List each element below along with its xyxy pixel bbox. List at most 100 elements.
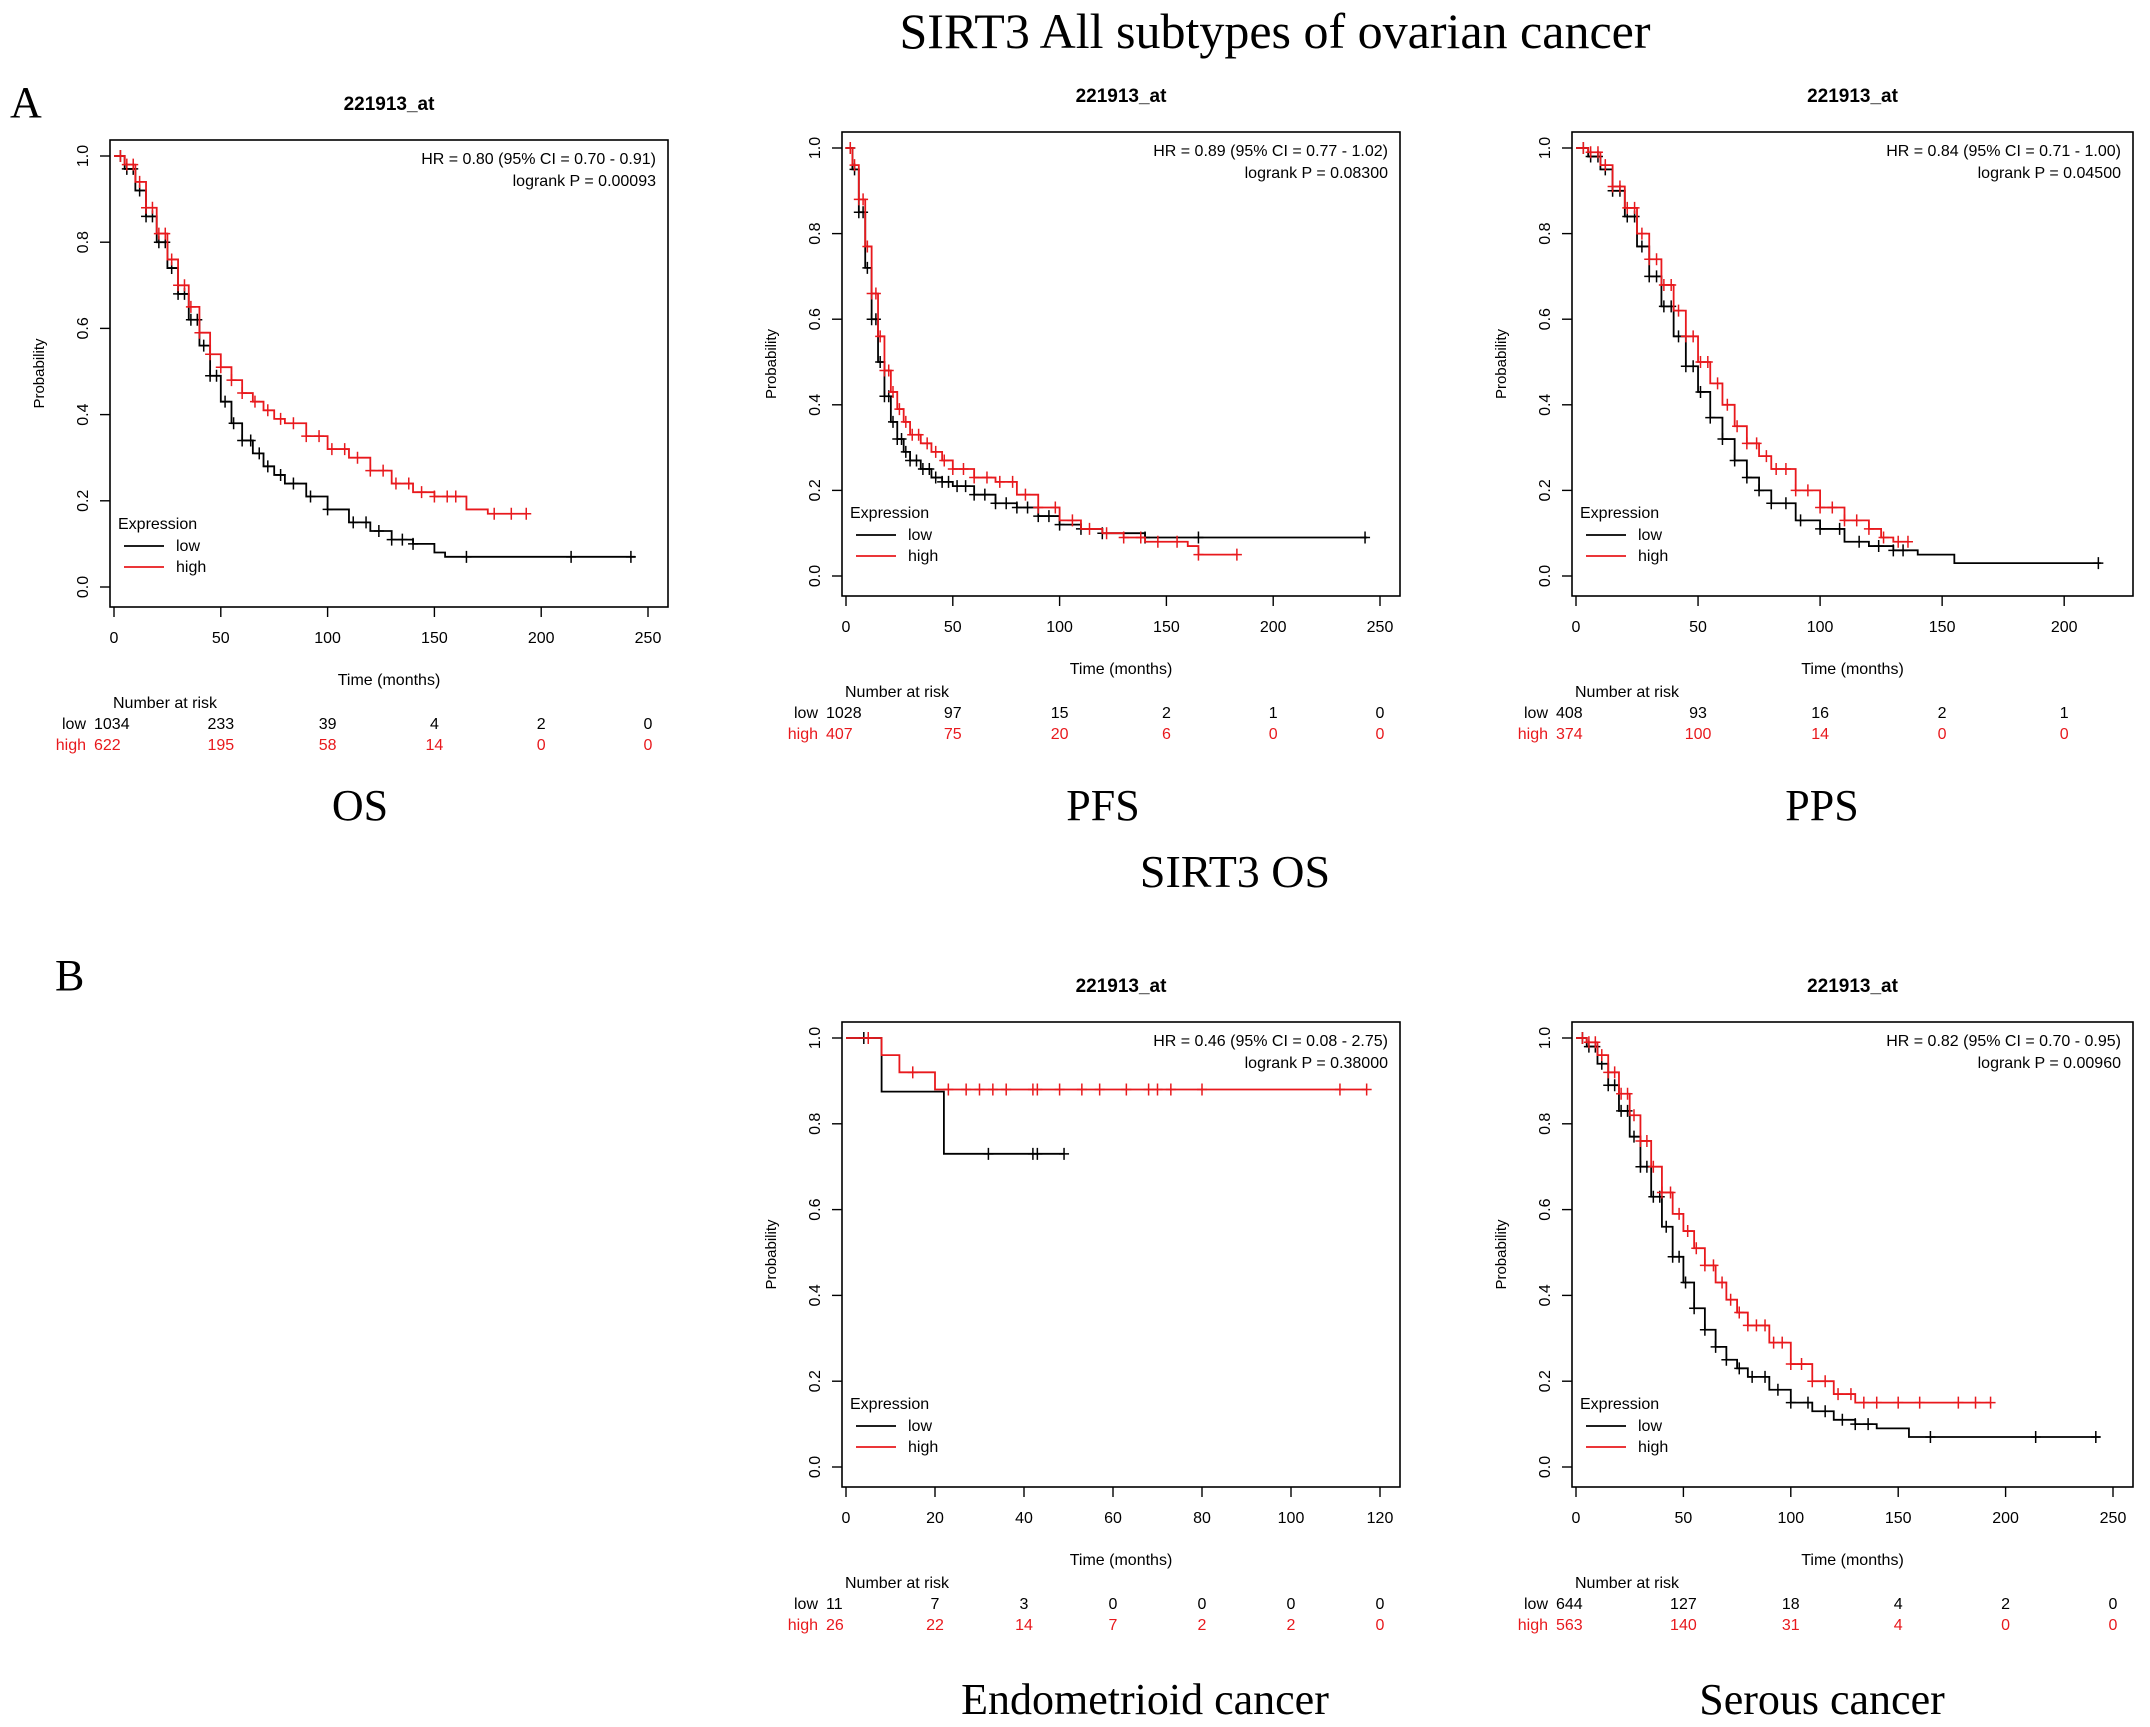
risk-count-low: 93 — [1689, 705, 1707, 722]
censor-mark-low — [1898, 544, 1909, 557]
legend-title: Expression — [1580, 505, 1659, 522]
censor-mark-low — [1629, 1130, 1639, 1143]
censor-mark-low — [1741, 471, 1752, 484]
censor-mark-low — [1022, 501, 1033, 514]
censor-mark-low — [397, 533, 408, 546]
censor-mark-high — [1076, 1083, 1087, 1096]
censor-mark-low — [1688, 360, 1699, 373]
risk-count-low: 233 — [207, 716, 234, 733]
censor-mark-low — [1729, 454, 1740, 467]
panel-label-b: B — [55, 951, 84, 1000]
censor-mark-high — [301, 430, 312, 443]
risk-row-label-high: high — [56, 737, 86, 754]
censor-mark-high — [1734, 1306, 1745, 1319]
y-tick-label: 0.0 — [1537, 565, 1554, 587]
y-tick-label: 0.6 — [807, 1198, 824, 1220]
censor-mark-high — [339, 443, 350, 456]
censor-mark-high — [521, 507, 532, 520]
censor-mark-low — [1780, 497, 1791, 510]
risk-table-title: Number at risk — [845, 1575, 950, 1592]
censor-mark-high — [128, 158, 139, 171]
plot-title: 221913_at — [1076, 86, 1168, 107]
censor-mark-high — [1771, 463, 1782, 475]
risk-count-low: 2 — [2001, 1596, 2010, 1613]
censor-mark-high — [262, 404, 273, 417]
censor-mark-high — [858, 193, 869, 206]
censor-mark-low — [211, 369, 222, 382]
y-tick-label: 0.0 — [75, 576, 92, 598]
censor-mark-high — [1761, 450, 1772, 463]
legend-label-low: low — [1638, 1418, 1662, 1435]
censor-mark-high — [981, 471, 992, 484]
censor-mark-high — [1827, 501, 1838, 514]
censor-mark-high — [1050, 501, 1061, 514]
x-tick-label: 200 — [1260, 619, 1287, 636]
x-tick-label: 0 — [1572, 619, 1581, 636]
censor-mark-low — [1834, 522, 1845, 535]
legend-label-high: high — [908, 548, 938, 565]
censor-mark-high — [907, 1066, 918, 1079]
logrank-annotation: logrank P = 0.00960 — [1978, 1055, 2121, 1072]
censor-mark-low — [408, 537, 419, 550]
censor-mark-low — [896, 433, 907, 446]
risk-row-label-high: high — [788, 726, 818, 743]
risk-count-low: 4 — [1894, 1596, 1903, 1613]
censor-mark-low — [1717, 433, 1728, 446]
censor-mark-high — [390, 477, 401, 490]
y-tick-label: 0.8 — [807, 1113, 824, 1135]
censor-mark-high — [1121, 1083, 1132, 1096]
censor-mark-low — [192, 313, 203, 326]
censor-mark-low — [1059, 1147, 1070, 1160]
plot-frame — [1571, 131, 2134, 597]
caption-serous: Serous cancer — [1699, 1675, 1945, 1724]
censor-mark-high — [1785, 1358, 1796, 1371]
censor-mark-high — [237, 387, 248, 400]
censor-mark-low — [887, 415, 898, 428]
censor-mark-high — [1871, 1396, 1882, 1409]
censor-mark-low — [1820, 1405, 1831, 1418]
censor-mark-high — [179, 279, 190, 292]
censor-mark-high — [1802, 484, 1813, 497]
censor-mark-low — [245, 434, 256, 447]
risk-count-low: 3 — [1020, 1596, 1029, 1613]
censor-mark-low — [924, 463, 935, 475]
censor-mark-high — [1751, 437, 1762, 450]
x-tick-label: 0 — [842, 619, 851, 636]
risk-row-label-low: low — [794, 1596, 818, 1613]
censor-mark-high — [352, 451, 363, 464]
censor-mark-low — [1609, 1079, 1620, 1092]
censor-mark-high — [930, 445, 941, 458]
censor-mark-low — [2090, 1430, 2101, 1443]
censor-mark-high — [288, 417, 299, 430]
risk-count-low: 0 — [2109, 1596, 2118, 1613]
censor-mark-high — [314, 430, 325, 443]
figure-title: SIRT3 All subtypes of ovarian cancer — [900, 3, 1651, 59]
risk-count-low: 15 — [1051, 705, 1069, 722]
censor-mark-high — [1165, 1083, 1176, 1096]
y-tick-label: 0.2 — [807, 1370, 824, 1392]
risk-count-high: 622 — [94, 737, 121, 754]
censor-mark-low — [1815, 522, 1826, 535]
censor-mark-low — [1795, 514, 1806, 527]
risk-count-high: 407 — [826, 726, 853, 743]
risk-count-low: 39 — [319, 716, 337, 733]
censor-mark-high — [249, 395, 260, 408]
censor-mark-high — [1152, 1083, 1163, 1096]
risk-count-low: 2 — [537, 716, 546, 733]
censor-mark-high — [1914, 1396, 1925, 1409]
y-tick-label: 1.0 — [1537, 1027, 1554, 1049]
x-tick-label: 250 — [1367, 619, 1394, 636]
hazard-ratio-annotation: HR = 0.89 (95% CI = 0.77 - 1.02) — [1153, 143, 1388, 160]
y-tick-label: 0.4 — [1537, 394, 1554, 416]
censor-mark-high — [1193, 548, 1204, 561]
risk-count-high: 22 — [926, 1617, 944, 1634]
risk-count-high: 26 — [826, 1617, 844, 1634]
y-axis-label: Probability — [763, 328, 780, 399]
x-tick-label: 100 — [1046, 619, 1073, 636]
censor-mark-high — [1833, 1388, 1844, 1401]
censor-mark-low — [1837, 1413, 1848, 1426]
censor-mark-low — [960, 480, 971, 493]
y-tick-label: 0.0 — [1537, 1456, 1554, 1478]
censor-mark-high — [1970, 1396, 1981, 1409]
